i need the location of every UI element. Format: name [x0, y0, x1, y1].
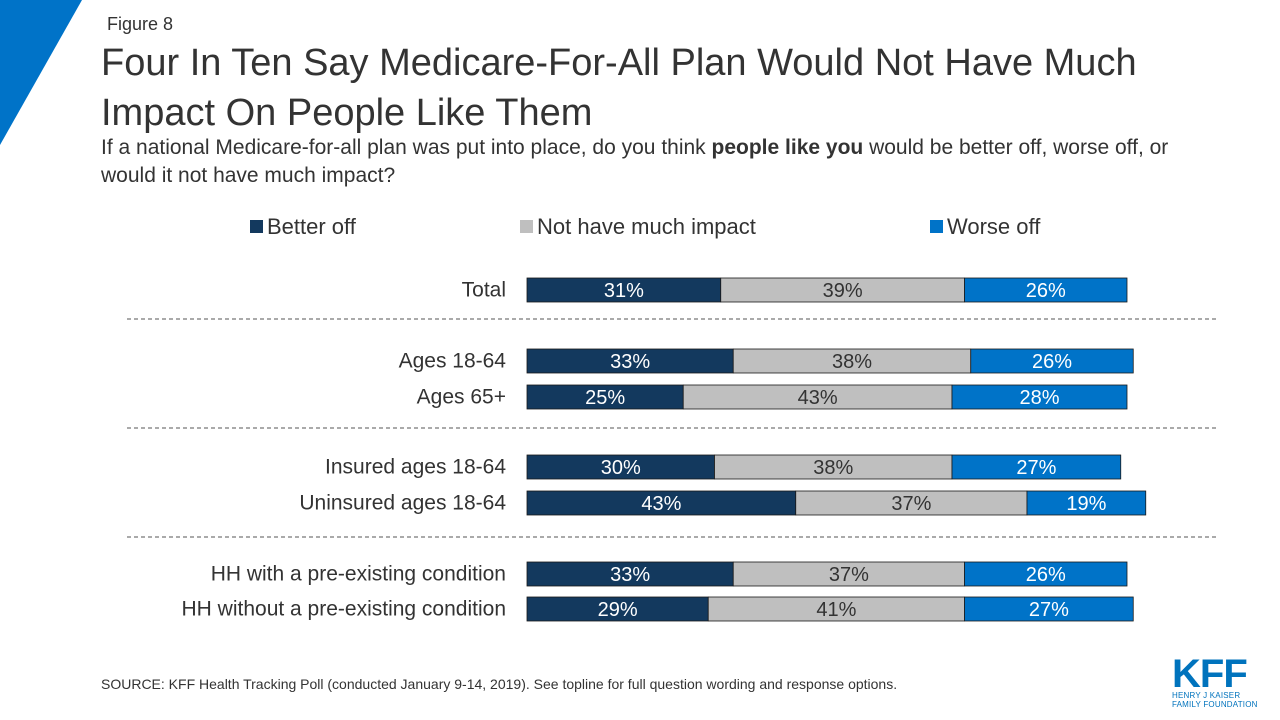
corner-accent-shape: [0, 0, 82, 145]
data-label-better-off-hh-with-a-pre-existing-condition: 33%: [610, 564, 650, 586]
legend-label-worse-off: Worse off: [947, 214, 1041, 239]
data-label-worse-off-ages-18-64: 26%: [1032, 351, 1072, 373]
bar-not-have-much-impact-insured-ages-18-64: [714, 454, 953, 480]
bar-worse-off-hh-with-a-pre-existing-condition: [964, 561, 1128, 587]
legend-label-no-impact: Not have much impact: [537, 214, 756, 239]
legend-item-worse-off: Worse off: [930, 214, 1040, 240]
bar-worse-off-insured-ages-18-64: [951, 454, 1122, 480]
data-label-not-have-much-impact-hh-with-a-pre-existing-condition: 37%: [829, 564, 869, 586]
legend-swatch-no-impact: [520, 220, 533, 233]
bar-worse-off-ages-18-64: [970, 348, 1134, 374]
data-label-better-off-total: 31%: [604, 280, 644, 302]
logo-line-1: HENRY J KAISER: [1172, 691, 1241, 700]
bar-worse-off-uninsured-ages-18-64: [1026, 490, 1147, 516]
chart-title: Four In Ten Say Medicare-For-All Plan Wo…: [101, 42, 1137, 134]
data-label-better-off-insured-ages-18-64: 30%: [601, 457, 641, 479]
subtitle-emphasis: people like you: [711, 136, 864, 159]
bar-better-off-uninsured-ages-18-64: [526, 490, 797, 516]
data-label-better-off-ages-18-64: 33%: [610, 351, 650, 373]
bar-better-off-ages-18-64: [526, 348, 734, 374]
logo-wordmark: KFF: [1172, 652, 1248, 696]
data-label-worse-off-ages-65: 28%: [1019, 387, 1059, 409]
subtitle-text-end: would be better off, worse off, or would…: [101, 136, 1169, 187]
bar-better-off-hh-without-a-pre-existing-condition: [526, 596, 709, 622]
data-label-not-have-much-impact-ages-65: 43%: [798, 387, 838, 409]
subtitle-text-start: If a national Medicare-for-all plan was …: [101, 136, 712, 159]
data-label-not-have-much-impact-total: 39%: [823, 280, 863, 302]
figure-label: Figure 8: [107, 14, 174, 34]
data-label-not-have-much-impact-hh-without-a-pre-existing-condition: 41%: [816, 599, 856, 621]
category-label-hh-without-a-pre-existing-condition: HH without a pre-existing condition: [182, 598, 507, 621]
data-label-worse-off-total: 26%: [1026, 280, 1066, 302]
data-label-worse-off-hh-without-a-pre-existing-condition: 27%: [1029, 599, 1069, 621]
source-note: SOURCE: KFF Health Tracking Poll (conduc…: [101, 676, 898, 692]
category-label-total: Total: [462, 279, 506, 302]
bar-worse-off-total: [964, 277, 1128, 303]
legend-item-no-impact: Not have much impact: [520, 214, 756, 240]
data-label-not-have-much-impact-uninsured-ages-18-64: 37%: [891, 493, 931, 515]
bar-not-have-much-impact-total: [720, 277, 965, 303]
logo-line-2: FAMILY FOUNDATION: [1172, 700, 1258, 709]
bar-not-have-much-impact-hh-with-a-pre-existing-condition: [732, 561, 965, 587]
legend-swatch-worse-off: [930, 220, 943, 233]
category-label-ages-65: Ages 65+: [417, 386, 506, 409]
category-label-ages-18-64: Ages 18-64: [399, 350, 507, 373]
category-label-insured-ages-18-64: Insured ages 18-64: [325, 456, 506, 479]
data-label-not-have-much-impact-ages-18-64: 38%: [832, 351, 872, 373]
bar-worse-off-hh-without-a-pre-existing-condition: [964, 596, 1134, 622]
data-label-worse-off-uninsured-ages-18-64: 19%: [1066, 493, 1106, 515]
bar-better-off-ages-65: [526, 384, 684, 410]
bar-not-have-much-impact-hh-without-a-pre-existing-condition: [707, 596, 965, 622]
category-label-uninsured-ages-18-64: Uninsured ages 18-64: [299, 492, 506, 515]
bar-better-off-insured-ages-18-64: [526, 454, 715, 480]
data-label-worse-off-hh-with-a-pre-existing-condition: 26%: [1026, 564, 1066, 586]
data-label-better-off-ages-65: 25%: [585, 387, 625, 409]
bar-worse-off-ages-65: [951, 384, 1128, 410]
legend-swatch-better-off: [250, 220, 263, 233]
data-label-worse-off-insured-ages-18-64: 27%: [1016, 457, 1056, 479]
data-label-better-off-hh-without-a-pre-existing-condition: 29%: [598, 599, 638, 621]
bar-not-have-much-impact-ages-65: [682, 384, 953, 410]
category-label-hh-with-a-pre-existing-condition: HH with a pre-existing condition: [211, 563, 506, 586]
bar-better-off-total: [526, 277, 722, 303]
kff-logo: KFF HENRY J KAISER FAMILY FOUNDATION: [1172, 652, 1262, 709]
legend-item-better-off: Better off: [250, 214, 356, 240]
chart-subtitle: If a national Medicare-for-all plan was …: [101, 134, 1221, 190]
data-label-better-off-uninsured-ages-18-64: 43%: [641, 493, 681, 515]
data-label-not-have-much-impact-insured-ages-18-64: 38%: [813, 457, 853, 479]
legend-label-better-off: Better off: [267, 214, 356, 239]
bar-not-have-much-impact-uninsured-ages-18-64: [795, 490, 1028, 516]
